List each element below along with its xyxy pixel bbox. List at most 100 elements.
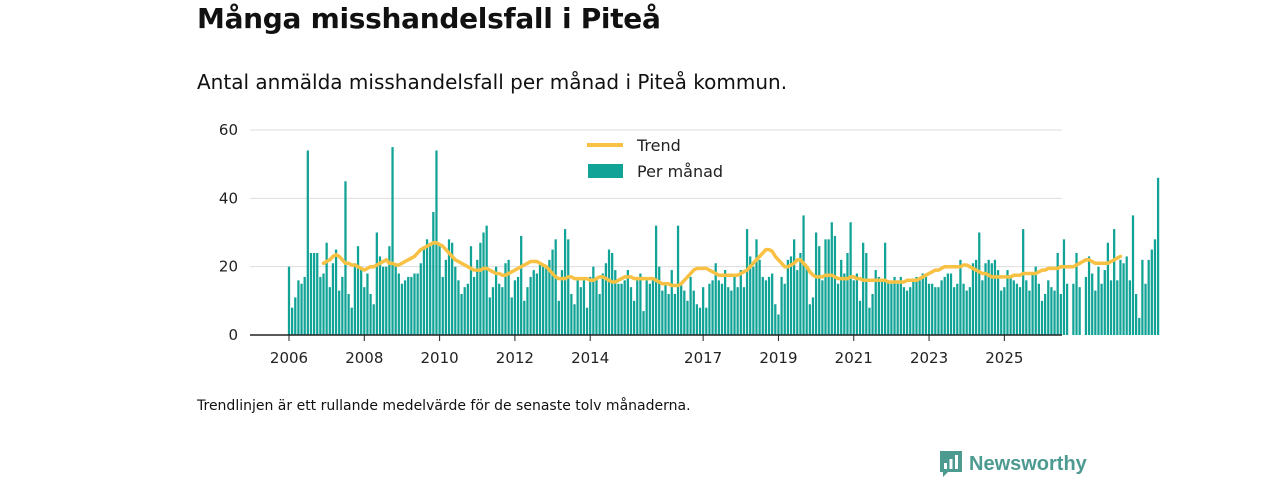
bar	[767, 276, 771, 335]
bar	[410, 276, 413, 335]
bar	[469, 246, 473, 335]
bar	[840, 259, 843, 335]
bar	[789, 256, 793, 335]
bar	[918, 280, 921, 335]
bar	[520, 235, 523, 335]
bar	[946, 273, 950, 335]
bar	[1131, 215, 1135, 335]
bar	[1028, 290, 1031, 335]
bar	[498, 283, 501, 335]
bar	[965, 290, 968, 335]
bar	[1031, 273, 1034, 335]
bar	[990, 263, 993, 335]
bar	[545, 266, 548, 335]
bar	[447, 239, 451, 335]
x-tick-label: 2023	[910, 349, 948, 367]
bar	[692, 290, 695, 335]
bar	[764, 280, 768, 335]
bar	[422, 246, 426, 335]
bar	[494, 266, 498, 335]
bar	[799, 253, 802, 335]
bar	[818, 246, 821, 335]
bar	[1022, 229, 1025, 335]
bar	[438, 246, 441, 335]
bar	[717, 280, 720, 335]
bar	[1150, 249, 1153, 335]
bar	[1128, 280, 1131, 335]
bar	[1018, 287, 1022, 335]
y-tick-label: 20	[219, 258, 238, 276]
bar	[1065, 283, 1069, 335]
bar	[727, 287, 730, 335]
bar	[808, 304, 811, 335]
bar	[391, 147, 394, 335]
bar	[993, 259, 997, 335]
bar	[472, 276, 476, 335]
bar	[510, 297, 513, 335]
footnote: Trendlinjen är ett rullande medelvärde f…	[197, 398, 691, 414]
bar	[563, 229, 567, 335]
bar	[554, 239, 557, 335]
bar	[306, 150, 309, 335]
bar	[334, 249, 338, 335]
bar	[651, 280, 655, 335]
bar	[676, 225, 680, 335]
bar	[579, 287, 582, 335]
bar	[316, 253, 319, 335]
bar	[893, 276, 896, 335]
bar	[300, 283, 303, 335]
bar	[535, 273, 538, 335]
bar	[331, 263, 335, 335]
bar	[862, 242, 865, 335]
bar	[865, 253, 868, 335]
x-tick-label: 2006	[270, 349, 308, 367]
bar	[1144, 283, 1147, 335]
bar	[529, 276, 532, 335]
bar	[711, 280, 714, 335]
bar	[369, 294, 372, 335]
bar	[1087, 256, 1091, 335]
bar	[949, 273, 953, 335]
bar	[1009, 276, 1012, 335]
bar	[736, 287, 739, 335]
bar	[567, 239, 570, 335]
bar	[902, 287, 906, 335]
bar	[824, 239, 827, 335]
bar	[971, 263, 975, 335]
bar	[309, 253, 313, 335]
bar	[538, 263, 542, 335]
bar	[937, 287, 940, 335]
bar	[943, 276, 946, 335]
chart-title: Många misshandelsfall i Piteå	[197, 2, 661, 35]
bar	[1059, 294, 1062, 335]
bar	[702, 287, 705, 335]
bar-chart: 0 20 40 60 2006 2008 2010 2012 2014 2017 2019 2021…	[219, 121, 1160, 367]
bar	[407, 276, 410, 335]
bar	[940, 280, 943, 335]
bar	[1050, 287, 1053, 335]
bar	[312, 253, 316, 335]
bar	[598, 294, 601, 335]
bar	[858, 300, 862, 335]
brand-name: Newsworthy	[969, 452, 1087, 475]
bar	[648, 283, 651, 335]
bar	[912, 280, 915, 335]
bar	[974, 259, 978, 335]
bar	[366, 273, 369, 335]
bar	[871, 294, 874, 335]
bar	[780, 276, 783, 335]
legend-bars-swatch	[588, 164, 623, 178]
bar	[968, 287, 971, 335]
bar	[830, 222, 833, 335]
bar	[836, 283, 840, 335]
bar	[786, 259, 789, 335]
bar	[491, 287, 495, 335]
bar	[416, 273, 419, 335]
bar	[883, 242, 887, 335]
bar	[1156, 177, 1160, 335]
bar	[413, 273, 416, 335]
bar	[303, 276, 306, 335]
bar	[1122, 263, 1125, 335]
brand-logo[interactable]: Newsworthy	[939, 450, 1087, 478]
bar	[1113, 229, 1116, 335]
